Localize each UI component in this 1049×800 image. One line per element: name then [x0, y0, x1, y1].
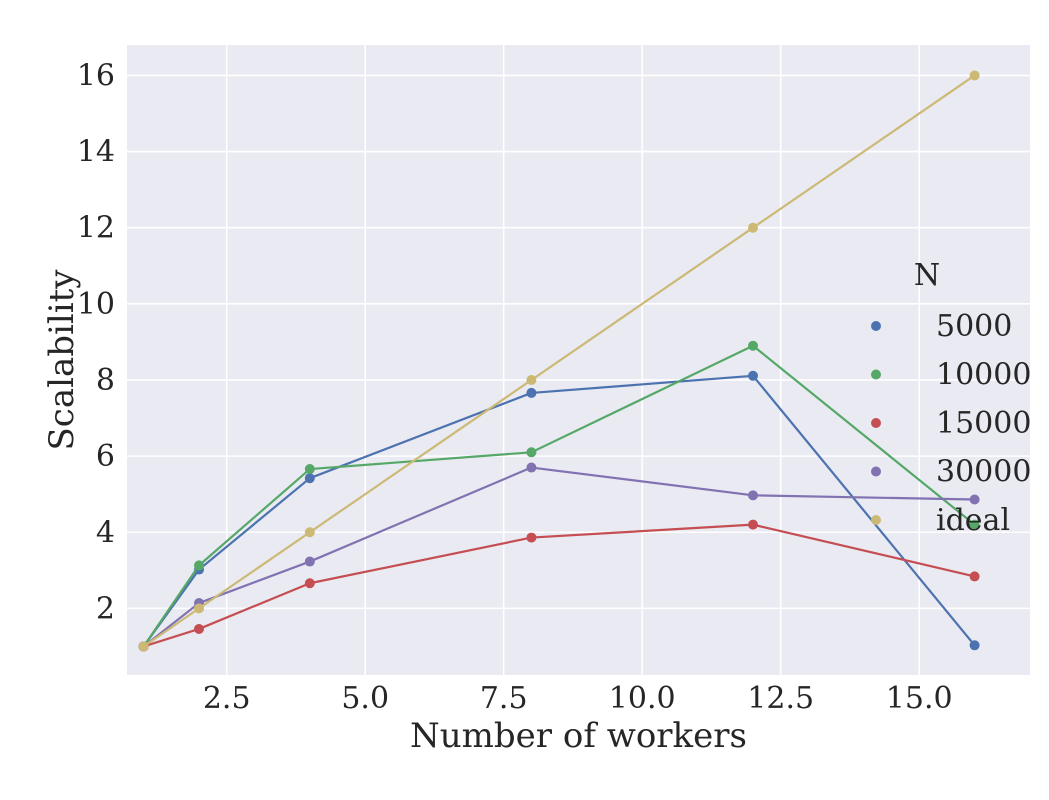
data-point: [526, 374, 537, 385]
x-tick-label: 5.0: [341, 681, 389, 716]
legend-label: 30000: [936, 455, 1031, 490]
data-point: [748, 222, 759, 233]
data-point: [969, 70, 980, 81]
x-tick-label: 7.5: [480, 681, 528, 716]
data-point: [748, 370, 759, 381]
data-point: [748, 340, 759, 351]
series-layer: [138, 70, 980, 652]
plot-background: [127, 45, 1030, 675]
legend-label: 5000: [936, 309, 1012, 344]
x-axis-ticks: 2.5 5.0 7.5 10.0 12.5 15.0: [203, 681, 953, 716]
y-axis-label: Scalability: [42, 269, 82, 451]
data-point: [748, 519, 759, 530]
x-tick-label: 2.5: [203, 681, 251, 716]
data-point: [526, 532, 537, 543]
x-axis-label: Number of workers: [410, 716, 747, 756]
legend-item-15000: 15000: [871, 406, 1031, 441]
x-tick-label: 10.0: [609, 681, 676, 716]
data-point: [969, 494, 980, 505]
grid-lines: [127, 45, 1030, 675]
data-point: [138, 641, 149, 652]
data-point: [526, 462, 537, 473]
series-line: [142, 74, 976, 648]
data-point: [969, 571, 980, 582]
y-tick-label: 10: [77, 287, 115, 322]
x-tick-label: 15.0: [886, 681, 953, 716]
legend-item-ideal: ideal: [871, 503, 1010, 538]
legend-marker: [871, 466, 881, 477]
legend-title: N: [914, 258, 940, 293]
data-point: [304, 464, 315, 475]
legend-marker: [871, 418, 881, 428]
legend-label: 10000: [936, 358, 1031, 393]
series-line: [143, 523, 975, 648]
data-point: [304, 527, 315, 538]
y-tick-label: 16: [77, 58, 115, 93]
y-tick-label: 12: [77, 211, 115, 246]
series-ideal: [138, 70, 980, 652]
data-point: [304, 556, 315, 567]
data-point: [969, 519, 980, 530]
series-line: [142, 466, 975, 648]
data-point: [194, 623, 205, 634]
x-tick-label: 12.5: [747, 681, 814, 716]
y-tick-label: 4: [96, 515, 115, 550]
legend-item-30000: 30000: [871, 455, 1031, 490]
data-point: [526, 447, 537, 458]
legend-label: ideal: [936, 503, 1010, 538]
y-tick-label: 14: [77, 135, 115, 170]
data-point: [748, 490, 759, 501]
data-point: [526, 387, 537, 398]
y-tick-label: 2: [96, 591, 115, 626]
series-line: [142, 374, 976, 648]
legend-item-5000: 5000: [871, 309, 1012, 344]
legend-item-10000: 10000: [871, 358, 1031, 393]
data-point: [194, 603, 205, 614]
series-line: [142, 344, 976, 648]
y-tick-label: 6: [96, 439, 115, 474]
legend-marker: [871, 321, 881, 331]
data-point: [304, 473, 315, 484]
y-tick-label: 8: [96, 363, 115, 398]
legend-label: 15000: [936, 406, 1031, 441]
data-point: [194, 560, 205, 571]
legend-marker: [871, 369, 881, 380]
data-point: [969, 640, 980, 651]
y-axis-ticks: 2 4 6 8 10 12 14 16: [77, 58, 115, 626]
legend: N 5000 10000 15000 30000 ideal: [871, 258, 1031, 538]
legend-marker: [871, 515, 881, 525]
data-point: [304, 578, 315, 589]
